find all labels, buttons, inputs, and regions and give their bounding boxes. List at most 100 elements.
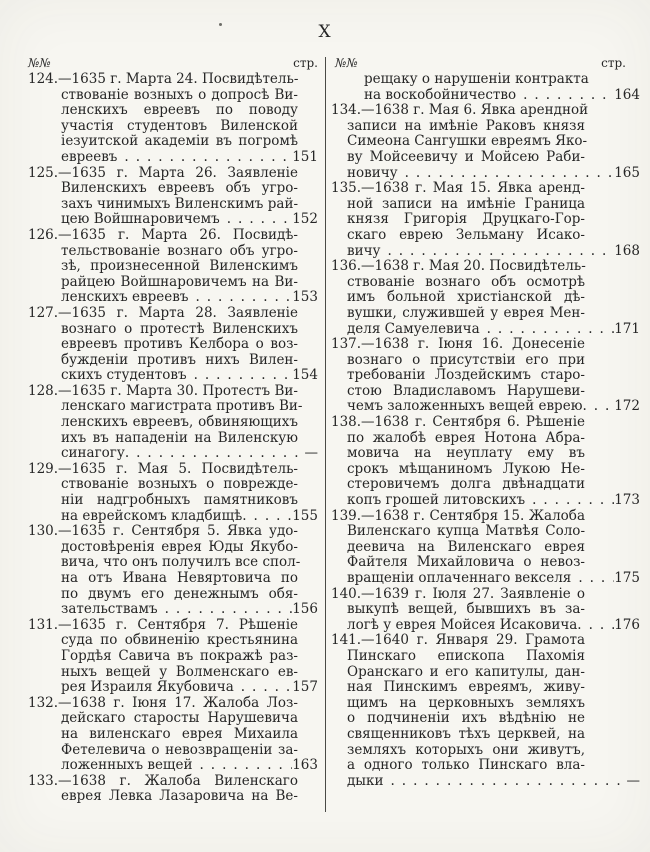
entry-page-number: 151	[292, 148, 318, 165]
entry-line: бужденіи противъ нихъ Вилен-	[61, 351, 298, 368]
entry-last-line: ленскихъ евреевъ........................…	[28, 290, 318, 306]
toc-column-left: №№ стр. 124.—1635 г. Марта 24. Посвидѣте…	[28, 56, 318, 805]
entry-page-number: 155	[292, 507, 318, 524]
entry-tail-text: евреевъ	[61, 148, 118, 165]
entry-last-line: скихъ студентовъ........................…	[28, 368, 318, 384]
entry-line: ной записи на имѣніе Граница	[347, 195, 585, 212]
entry-line: вознаго о протестѣ Виленскихъ	[61, 320, 298, 337]
column-divider	[325, 57, 326, 812]
entry-line: 141.—1640 г. Января 29. Грамота	[331, 632, 585, 649]
entry-page-number: 163	[292, 757, 318, 774]
dot-leader: ........................................…	[486, 321, 615, 337]
entry-line: ствованіе возныхъ о поврежде-	[61, 476, 298, 493]
entry-line: стеровичемъ долга двѣнадцати	[347, 476, 585, 493]
entry-last-line: дыки....................................…	[331, 772, 641, 790]
entry-last-line: новичу..................................…	[331, 165, 640, 182]
entry-number-header: №№	[335, 56, 358, 70]
toc-entry: 134.—1638 г. Мая 6. Явка арендной записи …	[331, 103, 640, 181]
dot-leader: ........................................…	[226, 212, 292, 228]
entry-line: требованіи Лоздейскимъ старо-	[347, 367, 585, 384]
entry-line: 139.—1638 г. Сентября 15. Жалоба	[331, 507, 585, 524]
entry-page-number: 156	[292, 601, 318, 618]
entry-line: 131.—1635 г. Сентября 7. Рѣшеніе	[28, 616, 298, 633]
scan-speck	[219, 23, 222, 26]
entry-last-line: ложенныхъ вещей.........................…	[28, 758, 318, 774]
page-column-header: стр.	[601, 56, 626, 70]
entry-last-line: копъ грошей литовскихъ..................…	[331, 492, 640, 509]
entry-number-header: №№	[28, 56, 51, 70]
entry-line: ныхъ вещей у Волменскаго ев-	[61, 663, 298, 680]
entry-line: 136.—1638 г. Мая 20. Посвидѣтель-	[331, 258, 586, 275]
entry-line: срокъ мѣщаниномъ Лукою Не-	[347, 460, 585, 477]
toc-entry: 127.—1635 г. Марта 28. Заявленіе вознаго …	[28, 305, 318, 384]
dot-leader: ........................................…	[253, 508, 293, 524]
entry-line: вича, что онъ получилъ все спол-	[61, 554, 301, 571]
entry-last-line: на еврейскомъ кладбищѣ..................…	[28, 507, 318, 525]
entry-tail-text: деля Самуелевича	[347, 320, 480, 337]
entry-line: на виленскаго еврея Михаила	[61, 725, 298, 742]
entry-line: 135.—1638 г. Мая 15. Явка аренд-	[331, 180, 585, 197]
dot-leader: ........................................…	[523, 87, 614, 103]
entry-tail-text: рея Израиля Якубовича	[61, 679, 234, 696]
toc-entry: 141.—1640 г. Января 29. Грамота Пинскаго …	[331, 633, 640, 789]
entry-line: Виленскихъ евреевъ объ угро-	[61, 180, 298, 197]
entry-line: ствованіе вознаго объ осмотрѣ	[347, 273, 585, 290]
entry-line: ствованіе возныхъ о допросѣ Ви-	[61, 86, 298, 103]
toc-entry: 131.—1635 г. Сентября 7. Рѣшеніе суда по …	[28, 616, 318, 696]
entry-line: о подчиненіи ихъ вѣдѣнію не	[347, 710, 585, 727]
entry-page-number: 173	[614, 492, 640, 509]
entry-line: 132.—1638 г. Іюня 17. Жалоба Лоз-	[28, 694, 298, 711]
entry-line: князя Григорія Друцкаго-Гор-	[347, 211, 585, 228]
toc-column-right: №№ стр. рещаку о нарушеніи контракта на в…	[331, 56, 640, 789]
entry-line: суда по обвиненію крестьянина	[61, 632, 298, 649]
entry-page-number: 168	[614, 242, 640, 259]
entry-line: ихъ въ нападеніи на Виленскую	[61, 429, 298, 446]
entry-line: по жалобѣ еврея Нотона Абра-	[347, 429, 585, 446]
entry-page-number: 164	[614, 86, 640, 103]
entry-last-line: вращеніи оплаченнаго векселя............…	[331, 570, 640, 587]
entry-line: Симеона Сангушки евреямъ Яко-	[347, 133, 588, 150]
entry-line: іезуитской академіи въ погромѣ	[61, 133, 298, 150]
entry-tail-text: на воскобойничество	[364, 86, 517, 103]
entry-line: ву Мойсеевичу и Мойсею Раби-	[347, 148, 585, 165]
entry-tail-text: вращеніи оплаченнаго векселя	[347, 570, 572, 586]
page-number-roman: X	[318, 22, 332, 42]
dot-leader: ........................................…	[593, 399, 614, 415]
entry-page-number: —	[626, 772, 641, 789]
entry-tail-text: скихъ студентовъ	[61, 367, 187, 384]
entry-page-number: 154	[292, 367, 318, 384]
entry-line: священниковъ тѣхъ церквей, на	[347, 725, 585, 742]
entry-line: райцею Войшнаровичемъ на Ви-	[61, 273, 298, 290]
toc-entry: рещаку о нарушеніи контракта на воскобойн…	[331, 71, 640, 103]
toc-entry: 129.—1635 г. Мая 5. Посвидѣтель-ствовані…	[28, 460, 318, 525]
entry-line: 129.—1635 г. Мая 5. Посвидѣтель-	[28, 460, 298, 477]
entry-last-line: еврея Левка Лазаровича на Ве-	[61, 788, 298, 805]
entry-tail-text: синагогу.	[61, 445, 130, 462]
toc-entry: 132.—1638 г. Іюня 17. Жалоба Лоз-дейскаг…	[28, 694, 318, 774]
entry-line: захъ чинимыхъ Виленскимъ рай-	[61, 195, 298, 212]
entry-line: земляхъ которыхъ они живутъ,	[347, 741, 585, 758]
entry-tail-text: на еврейскомъ кладбищѣ.	[61, 507, 247, 524]
toc-entry: 124.—1635 г. Марта 24. Посвидѣтель-ствов…	[28, 71, 318, 166]
dot-leader: ........................................…	[193, 368, 293, 384]
entry-line: Виленскаго купца Матвѣя Соло-	[347, 523, 585, 540]
entry-line: Фетелевича о невозвращеніи за-	[61, 741, 298, 758]
entry-line: Файтеля Михайловича о невоз-	[347, 554, 585, 571]
dot-leader: ........................................…	[404, 165, 615, 181]
entry-line: участія студентовъ Виленской	[61, 117, 298, 134]
entry-page-number: 171	[614, 320, 640, 337]
entry-tail-text: копъ грошей литовскихъ	[347, 492, 526, 509]
entry-page-number: 157	[292, 679, 318, 696]
entry-line: вушки, служившей у еврея Мен-	[347, 304, 585, 321]
entry-last-line: деля Самуелевича........................…	[331, 320, 640, 338]
entry-line: а одного только Пинскаго вла-	[347, 757, 585, 774]
toc-entry: 139.—1638 г. Сентября 15. Жалоба Виленска…	[331, 507, 640, 587]
entry-tail-text: ленскихъ евреевъ	[61, 289, 189, 306]
entry-line: вознаго о присутствіи его при	[347, 351, 585, 368]
column-header: №№ стр.	[331, 56, 640, 72]
entry-line: 128.—1635 г. Марта 30. Протестъ Ви-	[28, 382, 298, 399]
entry-line: ленскихъ евреевъ по поводу	[61, 102, 298, 119]
entry-line: ная Пинскимъ евреямъ, живу-	[347, 679, 585, 696]
entry-tail-text: логѣ у еврея Мойсея Исаковича.	[347, 616, 582, 633]
